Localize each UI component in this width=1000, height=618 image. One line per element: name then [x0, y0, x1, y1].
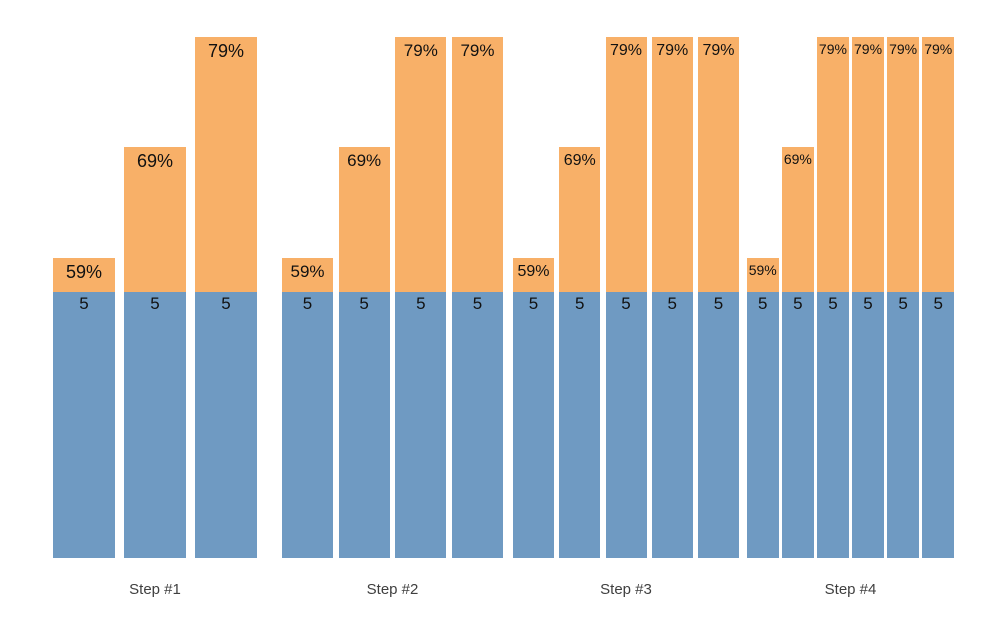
bar-segment-top: 79% — [852, 37, 884, 292]
stacked-bar: 79% 5 — [887, 37, 919, 558]
stacked-bar: 79% 5 — [395, 37, 447, 558]
percent-label: 59% — [748, 262, 777, 278]
percent-label: 69% — [347, 151, 382, 170]
percent-label: 79% — [403, 41, 438, 60]
category-label: Step #1 — [129, 581, 181, 598]
bar-segment-top: 59% — [282, 258, 333, 292]
base-value-label: 5 — [416, 294, 426, 313]
stacked-bar: 79% 5 — [651, 37, 693, 558]
category-label: Step #2 — [366, 581, 419, 598]
base-value-label: 5 — [828, 294, 838, 313]
bar-segment-base: 5 — [282, 292, 333, 558]
percent-label: 79% — [460, 41, 495, 60]
stacked-bar: 59% 5 — [282, 258, 333, 558]
base-value-label: 5 — [528, 294, 539, 313]
percent-label: 59% — [517, 263, 550, 280]
stacked-bar: 59% 5 — [53, 258, 115, 558]
stacked-bar: 79% 5 — [922, 37, 954, 558]
stacked-bar: 79% 5 — [451, 37, 503, 558]
stacked-bar: 79% 5 — [698, 37, 739, 558]
bar-segment-base: 5 — [698, 292, 739, 558]
bar-segment-base: 5 — [53, 292, 115, 558]
percent-label: 79% — [889, 41, 918, 57]
base-value-label: 5 — [150, 294, 160, 313]
stacked-bar: 79% 5 — [605, 37, 647, 558]
stacked-bar: 69% 5 — [338, 147, 390, 558]
base-value-label: 5 — [359, 294, 369, 313]
bar-segment-top: 79% — [698, 37, 739, 292]
bar-segment-top: 59% — [747, 258, 779, 292]
base-value-label: 5 — [221, 294, 231, 313]
bar-segment-base: 5 — [513, 292, 554, 558]
bar-segment-base: 5 — [338, 292, 390, 558]
percent-label: 79% — [702, 42, 735, 59]
bar-segment-top: 79% — [817, 37, 849, 292]
percent-label: 79% — [854, 41, 883, 57]
percent-label: 79% — [609, 42, 643, 59]
bar-segment-top: 59% — [53, 258, 115, 292]
percent-label: 69% — [563, 152, 596, 169]
percent-label: 59% — [65, 262, 103, 282]
stacked-bar: 69% 5 — [124, 147, 186, 558]
bar-segment-top: 69% — [559, 147, 601, 292]
stacked-bar: 79% 5 — [817, 37, 849, 558]
bar-segment-base: 5 — [395, 292, 447, 558]
stacked-bar: 79% 5 — [852, 37, 884, 558]
bar-segment-base: 5 — [605, 292, 647, 558]
bar-segment-top: 69% — [782, 147, 814, 292]
category-label: Step #4 — [824, 581, 877, 598]
bar-segment-base: 5 — [817, 292, 849, 558]
stacked-bar: 69% 5 — [559, 147, 601, 558]
bar-segment-base: 5 — [651, 292, 693, 558]
bar-segment-base: 5 — [124, 292, 186, 558]
base-value-label: 5 — [472, 294, 483, 313]
bar-group-3: 59% 5 69% 5 79% 5 79% 5 79% 5 Step #3 — [513, 0, 739, 598]
base-value-label: 5 — [575, 294, 585, 313]
bar-segment-base: 5 — [782, 292, 814, 558]
bar-segment-base: 5 — [195, 292, 257, 558]
bar-segment-base: 5 — [559, 292, 601, 558]
base-value-label: 5 — [713, 294, 724, 313]
stacked-bar: 69% 5 — [782, 147, 814, 558]
percent-label: 79% — [924, 41, 953, 57]
base-value-label: 5 — [621, 294, 631, 313]
bar-segment-base: 5 — [451, 292, 503, 558]
stacked-bar: 59% 5 — [513, 258, 554, 558]
base-value-label: 5 — [758, 294, 768, 313]
bar-segment-top: 69% — [124, 147, 186, 292]
bar-segment-top: 79% — [605, 37, 647, 292]
percent-label: 79% — [207, 41, 245, 61]
stacked-bar: 79% 5 — [195, 37, 257, 558]
base-value-label: 5 — [79, 294, 89, 313]
percent-label: 69% — [783, 151, 812, 167]
bar-segment-base: 5 — [852, 292, 884, 558]
base-value-label: 5 — [898, 294, 908, 313]
bar-segment-top: 79% — [451, 37, 503, 292]
bar-group-4: 59% 5 69% 5 79% 5 79% 5 79% 5 79% 5 Step #4 — [747, 0, 954, 598]
percent-label: 79% — [818, 41, 847, 57]
percent-label: 69% — [136, 151, 174, 171]
bar-segment-base: 5 — [887, 292, 919, 558]
bar-group-2: 59% 5 69% 5 79% 5 79% 5 Step #2 — [282, 0, 503, 598]
bar-segment-top: 79% — [922, 37, 954, 292]
bar-group-1: 59% 5 69% 5 79% 5 Step #1 — [53, 0, 257, 598]
bar-segment-base: 5 — [747, 292, 779, 558]
percent-label: 79% — [656, 42, 689, 59]
base-value-label: 5 — [302, 294, 313, 313]
base-value-label: 5 — [863, 294, 873, 313]
bar-segment-top: 79% — [887, 37, 919, 292]
base-value-label: 5 — [793, 294, 803, 313]
bar-segment-top: 69% — [338, 147, 390, 292]
base-value-label: 5 — [933, 294, 943, 313]
bar-segment-top: 79% — [395, 37, 447, 292]
bar-segment-top: 59% — [513, 258, 554, 292]
bar-segment-base: 5 — [922, 292, 954, 558]
percent-label: 59% — [290, 262, 325, 281]
stacked-bar: 59% 5 — [747, 258, 779, 558]
bar-segment-top: 79% — [651, 37, 693, 292]
category-label: Step #3 — [600, 581, 652, 598]
base-value-label: 5 — [667, 294, 677, 313]
bar-segment-top: 79% — [195, 37, 257, 292]
